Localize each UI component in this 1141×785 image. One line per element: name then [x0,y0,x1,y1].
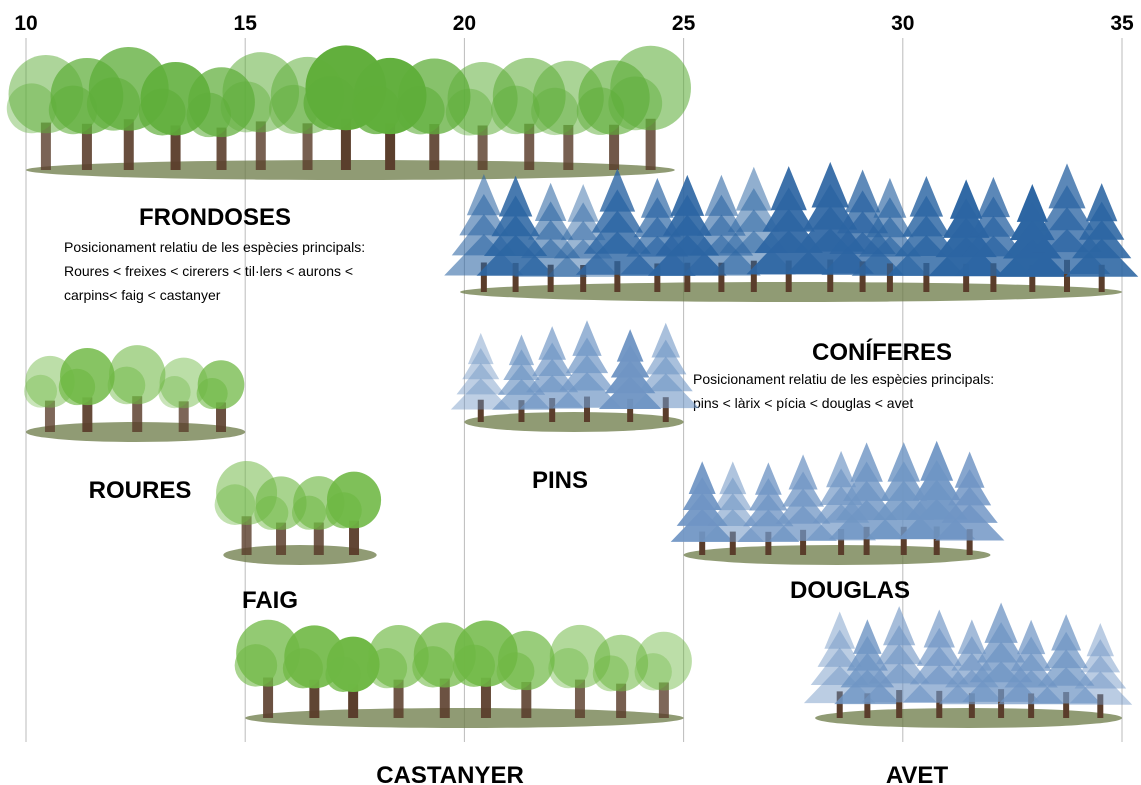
tree-group [804,602,1132,728]
group-label: ROURES [89,477,192,504]
tree [608,46,691,170]
x-tick-label: 30 [891,12,914,35]
group-label: FAIG [242,587,298,614]
ground [464,412,683,432]
group-note: Posicionament relatiu de les espècies pr… [693,371,994,387]
group-label: PINS [532,467,588,494]
canopy [87,77,140,130]
tree-group [7,45,691,180]
canopy [59,369,95,405]
tree-group [671,441,1005,565]
canopy [292,496,326,530]
x-tick-label: 25 [672,12,696,35]
tree [326,472,381,555]
canopy [446,89,493,136]
canopy [235,644,278,687]
canopy [304,76,358,130]
canopy [531,88,578,135]
canopy [396,86,444,134]
group-note: Roures < freixes < cirerers < til·lers <… [64,263,353,279]
tree [108,345,166,432]
canopy [221,81,272,132]
group-note: Posicionament relatiu de les espècies pr… [64,239,365,255]
canopy [367,648,407,688]
tree-group [451,320,699,432]
group-label: DOUGLAS [790,577,910,604]
tree-group [215,461,381,565]
canopy [283,648,323,688]
x-tick-label: 10 [14,12,37,35]
canopy [412,646,453,687]
group-label: FRONDOSES [139,204,291,231]
tree [197,360,245,432]
tree-group [444,162,1138,302]
canopy [139,89,186,136]
group-note: carpins< faig < castanyer [64,287,221,303]
x-tick-label: 20 [453,12,476,35]
canopy [593,655,629,691]
group-label: CONÍFERES [812,338,952,366]
canopy [326,492,362,528]
tree-group [235,620,692,728]
x-tick-label: 15 [234,12,258,35]
tree-group [24,345,245,442]
canopy [197,378,228,409]
x-tick-label: 35 [1110,12,1134,35]
ground [815,708,1122,728]
ground [684,545,991,565]
infographic: 10 15 20 25 30 35 FRONDOSES Posicionament relat… [0,0,1141,785]
canopy [548,648,588,688]
tree [59,348,115,432]
group-label: AVET [886,762,949,785]
canopy [635,653,672,690]
group-note: pins < làrix < pícia < douglas < avet [693,395,913,411]
canopy [497,652,535,690]
canopy [453,645,495,687]
canopy [608,76,662,130]
tree [497,631,555,718]
canopy [325,657,360,692]
canopy [254,496,288,530]
canopy [215,484,256,525]
group-label: CASTANYER [376,762,524,785]
canopy [108,367,146,405]
canopy [352,86,401,135]
canopy [158,376,190,408]
canopy [24,375,57,408]
